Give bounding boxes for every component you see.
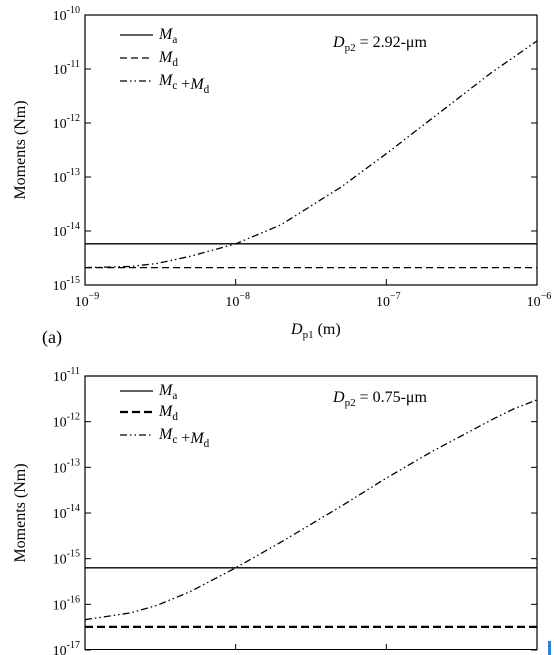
x-axis-label: Dp1 (m): [290, 321, 341, 341]
series-McMd: [84, 399, 538, 621]
legend-label: Ma: [158, 26, 177, 46]
annotation-dp2: Dp2 = 2.92-μm: [332, 34, 427, 54]
y-tick-label: 10-13: [53, 457, 80, 476]
blue-edge-mark: [548, 641, 551, 655]
y-tick-label: 10-15: [53, 549, 80, 568]
x-tick-label: 10−9: [75, 291, 100, 310]
y-tick-label: 10-15: [53, 275, 80, 294]
y-tick-label: 10-14: [53, 221, 80, 240]
y-tick-label: 10-12: [53, 113, 80, 132]
y-tick-label: 10-11: [53, 59, 80, 78]
annotation-dp2: Dp2 = 0.75-μm: [332, 389, 427, 409]
x-tick-label: 10−7: [376, 291, 401, 310]
plot-frame: [84, 375, 538, 650]
y-axis-label: Moments (Nm): [12, 463, 29, 562]
panel-a: 10-15 10-14 10-13 10-12 10-11 10-10 10−9 10−8 10…: [12, 5, 551, 348]
y-axis-label: Moments (Nm): [12, 100, 29, 199]
y-tick-label: 10-11: [53, 366, 80, 385]
plot-frame: [84, 14, 538, 286]
legend-label: Md: [158, 403, 178, 423]
y-tick-label: 10-13: [53, 167, 80, 186]
series-McMd: [84, 40, 538, 269]
x-tick-label: 10−8: [225, 291, 250, 310]
y-tick-label: 10-10: [53, 5, 80, 24]
legend-label: Md: [158, 49, 178, 69]
y-tick-label: 10-14: [53, 503, 80, 522]
y-tick-label: 10-12: [53, 412, 80, 431]
panel-label: (a): [42, 327, 62, 348]
x-tick-label: 10−6: [527, 291, 552, 310]
legend-label: Mc +Md: [158, 426, 210, 450]
legend-label: Ma: [158, 382, 177, 402]
legend-label: Mc +Md: [158, 72, 210, 96]
y-tick-label: 10-17: [53, 640, 80, 655]
y-tick-label: 10-16: [53, 594, 80, 613]
